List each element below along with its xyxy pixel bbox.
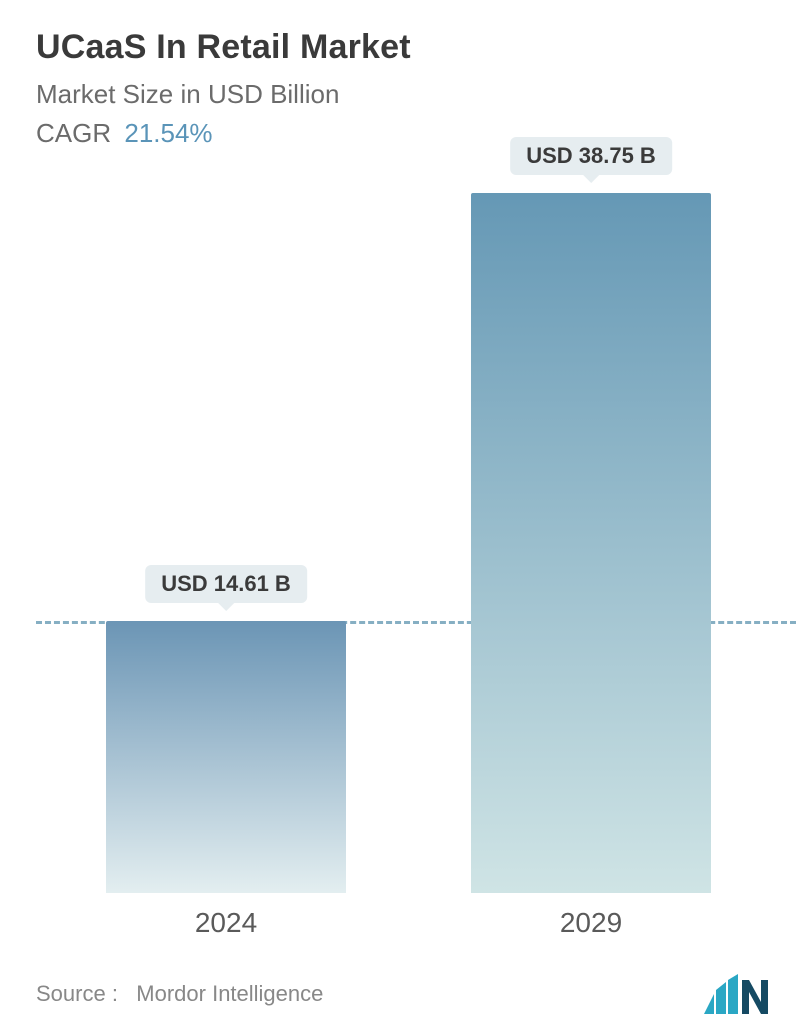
x-label-2024: 2024: [195, 907, 257, 939]
cagr-label: CAGR: [36, 118, 111, 148]
source-attribution: Source : Mordor Intelligence: [36, 981, 323, 1007]
cagr-value: 21.54%: [124, 118, 212, 148]
value-label-2024: USD 14.61 B: [145, 565, 307, 603]
source-label: Source :: [36, 981, 118, 1006]
x-label-2029: 2029: [560, 907, 622, 939]
bar-2024: [106, 621, 346, 893]
x-axis-labels: 2024 2029: [36, 893, 760, 953]
footer: Source : Mordor Intelligence: [36, 974, 768, 1014]
source-name: Mordor Intelligence: [136, 981, 323, 1006]
brand-logo: [704, 974, 768, 1014]
chart-subtitle: Market Size in USD Billion: [36, 79, 760, 110]
bar-2029: [471, 193, 711, 893]
logo-bars-icon: [704, 974, 738, 1014]
logo-n-icon: [742, 980, 768, 1014]
bar-chart: USD 14.61 BUSD 38.75 B: [36, 173, 760, 893]
value-label-2029: USD 38.75 B: [510, 137, 672, 175]
chart-title: UCaaS In Retail Market: [36, 28, 760, 67]
